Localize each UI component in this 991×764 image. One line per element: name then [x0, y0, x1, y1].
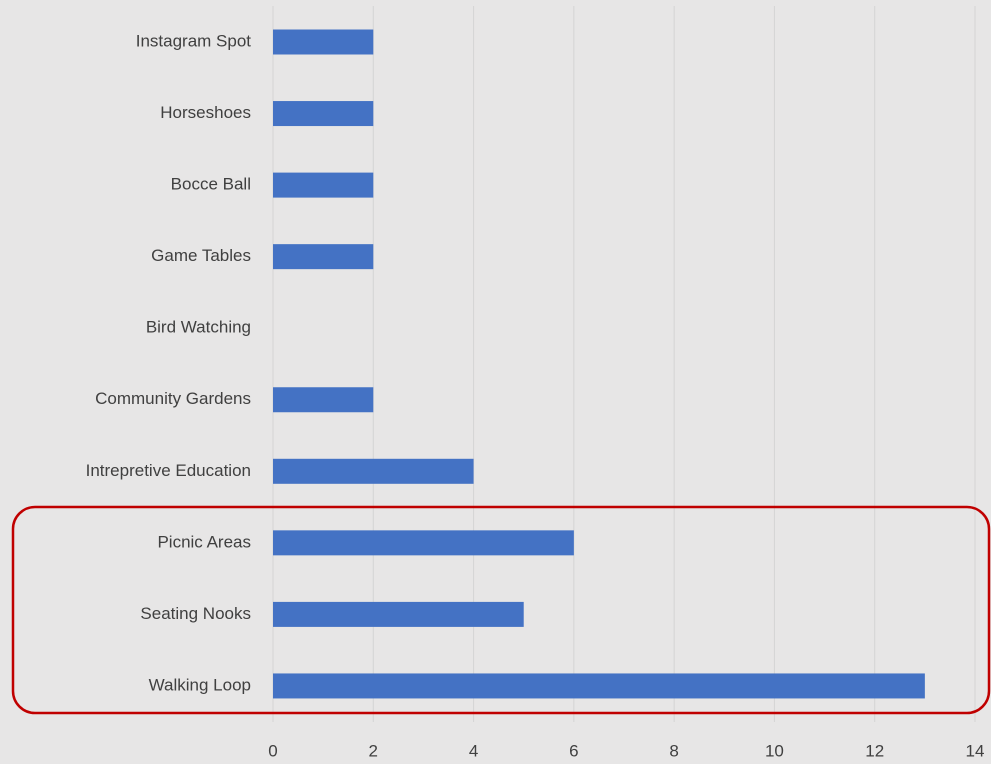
y-tick-label: Seating Nooks	[140, 604, 251, 623]
highlight-box	[11, 505, 991, 715]
y-tick-label: Community Gardens	[95, 389, 251, 408]
bar	[273, 29, 374, 55]
x-tick-label: 0	[268, 741, 277, 760]
y-tick-label: Walking Loop	[149, 675, 251, 694]
y-tick-label: Picnic Areas	[157, 532, 251, 551]
y-tick-label: Bird Watching	[146, 318, 251, 337]
marks: Instagram Spot Horseshoes Bocce Ball Game T…	[86, 29, 925, 699]
x-tick-label: 2	[369, 741, 378, 760]
y-tick-label: Intrepretive Education	[86, 461, 251, 480]
bar	[273, 530, 574, 556]
bar	[273, 172, 374, 198]
bar	[273, 458, 474, 484]
bar	[273, 387, 374, 413]
y-tick-label: Instagram Spot	[136, 31, 252, 50]
bar	[273, 101, 374, 127]
y-tick-label: Game Tables	[151, 246, 251, 265]
x-tick-label: 12	[865, 741, 884, 760]
grid: 0 2 4 6 8 10 12 14	[268, 6, 984, 760]
x-tick-label: 14	[966, 741, 985, 760]
x-tick-label: 10	[765, 741, 784, 760]
x-tick-label: 6	[569, 741, 578, 760]
x-tick-label: 4	[469, 741, 478, 760]
y-tick-label: Bocce Ball	[171, 175, 251, 194]
bar	[273, 601, 524, 627]
bar	[273, 673, 925, 699]
y-tick-label: Horseshoes	[160, 103, 251, 122]
x-tick-label: 8	[669, 741, 678, 760]
bar	[273, 244, 374, 270]
